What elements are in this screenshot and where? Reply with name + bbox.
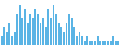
Bar <box>63 31 65 45</box>
Bar <box>94 40 96 45</box>
Bar <box>78 31 80 45</box>
Bar <box>110 40 112 45</box>
Bar <box>84 40 86 45</box>
Bar <box>115 40 117 45</box>
Bar <box>53 4 54 45</box>
Bar <box>11 36 13 45</box>
Bar <box>105 40 106 45</box>
Bar <box>40 22 42 45</box>
Bar <box>19 4 21 45</box>
Bar <box>89 40 91 45</box>
Bar <box>34 9 36 45</box>
Bar <box>112 36 114 45</box>
Bar <box>55 14 57 45</box>
Bar <box>37 14 39 45</box>
Bar <box>102 40 104 45</box>
Bar <box>3 27 5 45</box>
Bar <box>32 18 34 45</box>
Bar <box>8 22 10 45</box>
Bar <box>73 27 75 45</box>
Bar <box>29 14 31 45</box>
Bar <box>14 31 15 45</box>
Bar <box>66 22 67 45</box>
Bar <box>76 36 78 45</box>
Bar <box>99 40 101 45</box>
Bar <box>81 36 83 45</box>
Bar <box>86 36 88 45</box>
Bar <box>24 9 26 45</box>
Bar <box>16 14 18 45</box>
Bar <box>50 18 52 45</box>
Bar <box>91 40 93 45</box>
Bar <box>71 18 73 45</box>
Bar <box>117 40 119 45</box>
Bar <box>45 27 47 45</box>
Bar <box>27 22 29 45</box>
Bar <box>1 36 3 45</box>
Bar <box>21 18 23 45</box>
Bar <box>47 9 49 45</box>
Bar <box>107 40 109 45</box>
Bar <box>6 31 8 45</box>
Bar <box>42 18 44 45</box>
Bar <box>60 27 62 45</box>
Bar <box>68 14 70 45</box>
Bar <box>58 22 60 45</box>
Bar <box>97 36 99 45</box>
